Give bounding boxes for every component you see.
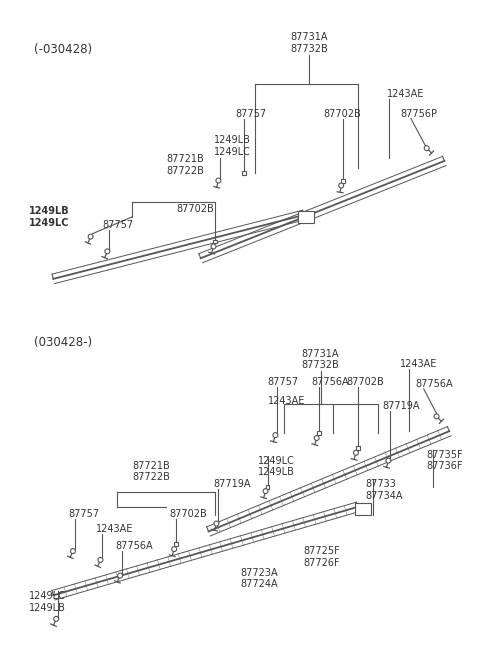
Text: 87757: 87757 — [235, 109, 266, 119]
Text: 87731A
87732B: 87731A 87732B — [290, 32, 328, 54]
Polygon shape — [174, 542, 178, 546]
Text: 1249LC
1249LB: 1249LC 1249LB — [29, 591, 66, 613]
Text: 87725F
87726F: 87725F 87726F — [304, 546, 341, 568]
Circle shape — [263, 489, 268, 494]
Polygon shape — [298, 211, 314, 223]
Text: 87731A
87732B: 87731A 87732B — [302, 348, 339, 370]
Text: 87733
87734A: 87733 87734A — [366, 479, 403, 501]
Polygon shape — [356, 446, 360, 450]
Text: 1243AE: 1243AE — [267, 396, 305, 405]
Circle shape — [88, 234, 93, 239]
Text: 87721B
87722B: 87721B 87722B — [166, 154, 204, 176]
Text: 1249LB
1249LC: 1249LB 1249LC — [29, 206, 69, 228]
Text: 87756A: 87756A — [115, 541, 153, 551]
Circle shape — [339, 183, 344, 188]
Circle shape — [216, 178, 221, 183]
Text: 87756P: 87756P — [400, 109, 437, 119]
Text: 87702B: 87702B — [169, 509, 207, 519]
Text: 87723A
87724A: 87723A 87724A — [240, 568, 277, 590]
Text: 87757: 87757 — [68, 509, 99, 519]
Text: 1249LC
1249LB: 1249LC 1249LB — [258, 456, 295, 477]
Text: 87702B: 87702B — [324, 109, 361, 119]
Text: 87757: 87757 — [102, 219, 133, 230]
Circle shape — [172, 547, 177, 552]
Text: 1249LB
1249LC: 1249LB 1249LC — [214, 136, 251, 157]
Circle shape — [54, 616, 59, 622]
Text: 87721B
87722B: 87721B 87722B — [132, 460, 170, 482]
Polygon shape — [341, 179, 345, 183]
Text: 1243AE: 1243AE — [96, 525, 133, 534]
Polygon shape — [214, 240, 217, 244]
Text: 87756A: 87756A — [415, 379, 453, 389]
Circle shape — [386, 458, 391, 463]
Text: (030428-): (030428-) — [34, 336, 92, 349]
Circle shape — [105, 249, 110, 253]
Polygon shape — [355, 503, 371, 515]
Text: 1243AE: 1243AE — [387, 89, 425, 99]
Circle shape — [314, 436, 319, 441]
Text: 87702B: 87702B — [346, 377, 384, 387]
Text: 87756A: 87756A — [312, 377, 349, 387]
Circle shape — [211, 244, 216, 249]
Text: 87757: 87757 — [267, 377, 299, 387]
Polygon shape — [265, 485, 269, 489]
Text: 87719A: 87719A — [383, 401, 420, 411]
Text: 87719A: 87719A — [214, 479, 251, 489]
Circle shape — [118, 573, 122, 578]
Text: (-030428): (-030428) — [34, 43, 92, 56]
Circle shape — [353, 451, 359, 455]
Polygon shape — [242, 171, 246, 175]
Polygon shape — [317, 431, 321, 435]
Text: 1243AE: 1243AE — [400, 359, 438, 369]
Circle shape — [98, 557, 103, 563]
Text: 87735F
87736F: 87735F 87736F — [427, 450, 463, 472]
Circle shape — [273, 433, 278, 438]
Circle shape — [424, 145, 429, 151]
Circle shape — [434, 414, 439, 419]
Text: 87702B: 87702B — [176, 204, 214, 214]
Circle shape — [71, 549, 75, 553]
Circle shape — [214, 521, 219, 526]
